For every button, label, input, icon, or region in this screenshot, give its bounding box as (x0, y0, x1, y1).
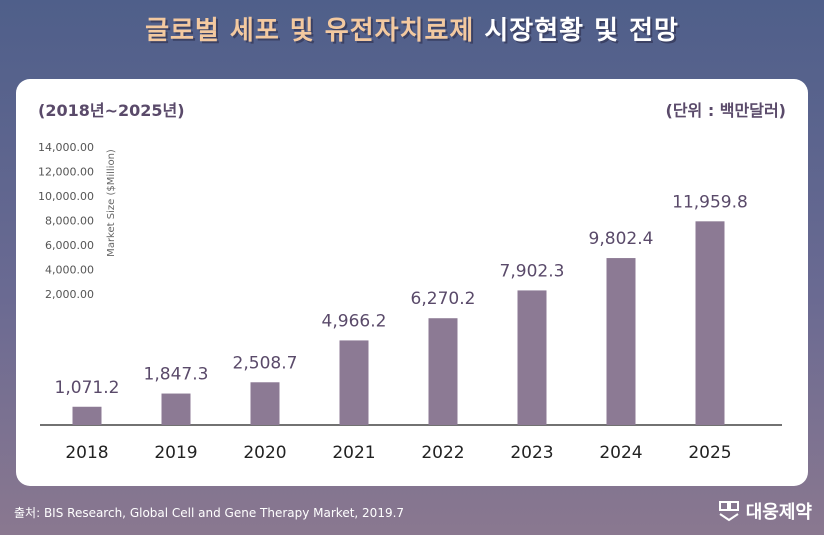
page-title: 글로벌 세포 및 유전자치료제 시장현황 및 전망 (0, 10, 824, 47)
brand-name: 대웅제약 (745, 502, 812, 523)
bar-value-label: 11,959.8 (672, 192, 748, 212)
x-tick-label: 2023 (510, 443, 553, 463)
brand-logo: 대웅제약 (718, 498, 812, 524)
title-highlight: 글로벌 세포 및 유전자치료제 (145, 16, 475, 46)
y-tick-label: 10,000.00 (38, 190, 94, 203)
y-axis-label: Market Size ($Million) (106, 149, 117, 257)
x-tick-label: 2025 (688, 443, 731, 463)
bar-value-label: 9,802.4 (589, 229, 654, 249)
y-tick-label: 6,000.00 (45, 239, 94, 252)
y-tick-label: 2,000.00 (45, 288, 94, 301)
title-rest: 시장현황 및 전망 (484, 16, 679, 46)
chart-card: (2018년~2025년) (단위 : 백만달러) 14,000.00 12,00… (16, 79, 808, 486)
bar-value-label: 1,071.2 (55, 378, 120, 398)
x-tick-label: 2022 (421, 443, 464, 463)
x-tick-label: 2024 (599, 443, 642, 463)
bar (72, 406, 102, 425)
x-tick-label: 2018 (65, 443, 108, 463)
brand-emblem-icon (718, 501, 739, 522)
x-tick-label: 2021 (332, 443, 375, 463)
y-tick-label: 12,000.00 (38, 166, 94, 179)
bar-value-label: 7,902.3 (500, 261, 565, 281)
bar (606, 258, 636, 425)
period-label: (2018년~2025년) (38, 101, 185, 120)
bar (428, 318, 458, 425)
bar (339, 340, 369, 425)
unit-label: (단위 : 백만달러) (665, 101, 786, 120)
y-tick-label: 14,000.00 (38, 141, 94, 154)
bar (250, 382, 280, 425)
x-tick-label: 2020 (243, 443, 286, 463)
bar-value-label: 6,270.2 (411, 289, 476, 309)
bar (695, 221, 725, 425)
x-tick-label: 2019 (154, 443, 197, 463)
bar-value-label: 4,966.2 (322, 311, 387, 331)
bar-chart: 14,000.00 12,000.00 10,000.00 8,000.00 6,000… (38, 141, 782, 463)
bar (517, 290, 547, 425)
bar-value-label: 2,508.7 (233, 353, 298, 373)
bar (161, 393, 191, 425)
y-tick-label: 8,000.00 (45, 215, 94, 228)
y-tick-label: 4,000.00 (45, 264, 94, 277)
source-note: 출처: BIS Research, Global Cell and Gene T… (14, 506, 405, 520)
bar-value-label: 1,847.3 (144, 365, 209, 385)
